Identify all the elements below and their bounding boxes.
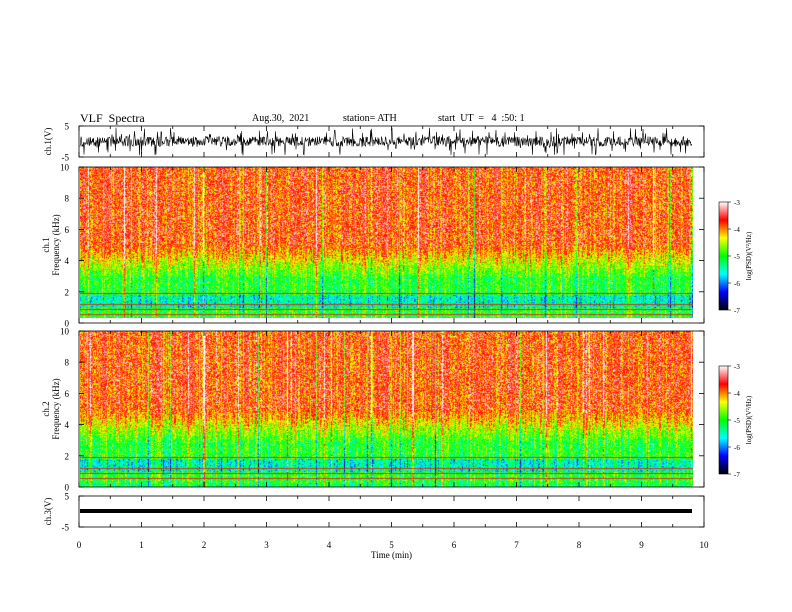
panel-ch2-spectrogram-colorbar [718, 365, 729, 475]
colorbar-label: log(PSD)(V²/Hz) [745, 231, 753, 280]
panel-ch1-waveform-ylabel: ch.1(V) [43, 128, 53, 156]
colorbar-label: log(PSD)(V²/Hz) [745, 395, 753, 444]
colorbar-tick-label: -5 [734, 417, 740, 425]
panel-ch2-spectrogram-image [80, 331, 693, 487]
panel-ch2-spectrogram-ylabel: Frequency (kHz) [51, 378, 61, 439]
panel-ch2-spectrogram-ytick-label: 4 [65, 420, 70, 430]
xtick-label: 4 [327, 540, 332, 550]
colorbar-tick-label: -3 [734, 363, 740, 371]
panel-ch2-spectrogram-ytick-label: 0 [65, 483, 70, 493]
colorbar-tick-label: -7 [734, 471, 740, 479]
xtick-label: 8 [577, 540, 582, 550]
panel-ch1-spectrogram-ytick-label: 2 [65, 287, 70, 297]
chart-title: VLF Spectra [80, 111, 145, 125]
panel-ch2-spectrogram-ytick-label: 6 [65, 389, 70, 399]
panel-ch2-spectrogram-ytick-label: 8 [65, 358, 70, 368]
panel-ch3-waveform-ytick-label: 5 [65, 492, 70, 502]
panel-ch1-spectrogram-ytick-label: 6 [65, 225, 70, 235]
colorbar-tick-label: -4 [734, 390, 740, 398]
xtick-label: 9 [639, 540, 644, 550]
xtick-label: 7 [514, 540, 519, 550]
panel-ch1-waveform-ytick-label: 5 [65, 122, 70, 132]
panel-ch1-spectrogram-ytick-label: 4 [65, 256, 70, 266]
xtick-label: 1 [139, 540, 144, 550]
panel-ch1-spectrogram-ytick-label: 0 [65, 319, 70, 329]
x-axis-label: Time (min) [371, 550, 412, 560]
colorbar-tick-label: -3 [734, 199, 740, 207]
colorbar-tick-label: -6 [734, 444, 740, 452]
panel-ch1-spectrogram-ylabel: ch.1 [41, 237, 51, 252]
panel-ch3-waveform-ytick-label: -5 [62, 523, 70, 533]
panel-ch2-spectrogram-ytick-label: 2 [65, 451, 70, 461]
header-start-time: start UT = 4 :50: 1 [438, 113, 525, 124]
header-date: Aug.30, 2021 [252, 113, 310, 124]
xtick-label: 10 [700, 540, 710, 550]
xtick-label: 3 [264, 540, 269, 550]
panel-ch2-spectrogram-ylabel: ch.2 [41, 401, 51, 416]
panel-ch1-spectrogram-colorbar [718, 201, 729, 311]
colorbar-tick-label: -6 [734, 280, 740, 288]
panel-ch1-spectrogram-ytick-label: 8 [65, 194, 70, 204]
colorbar-tick-label: -7 [734, 307, 740, 315]
xtick-label: 6 [452, 540, 457, 550]
panel-ch3-waveform-ylabel: ch.3(V) [43, 498, 53, 526]
xtick-label: 5 [389, 540, 394, 550]
colorbar-tick-label: -4 [734, 226, 740, 234]
spectrogram-gap [80, 318, 693, 327]
panel-ch1-spectrogram-ylabel: Frequency (kHz) [51, 214, 61, 275]
header-station: station= ATH [343, 113, 397, 124]
ch1-waveform-trace [79, 127, 693, 156]
colorbar-tick-label: -5 [734, 253, 740, 261]
xtick-label: 2 [202, 540, 207, 550]
panel-ch1-spectrogram-ytick-label: 10 [60, 163, 70, 173]
xtick-label: 0 [77, 540, 82, 550]
panel-ch1-spectrogram-image [80, 167, 693, 323]
panel-ch2-spectrogram-ytick-label: 10 [60, 327, 70, 337]
panel-ch1-waveform-ytick-label: -5 [62, 153, 70, 163]
